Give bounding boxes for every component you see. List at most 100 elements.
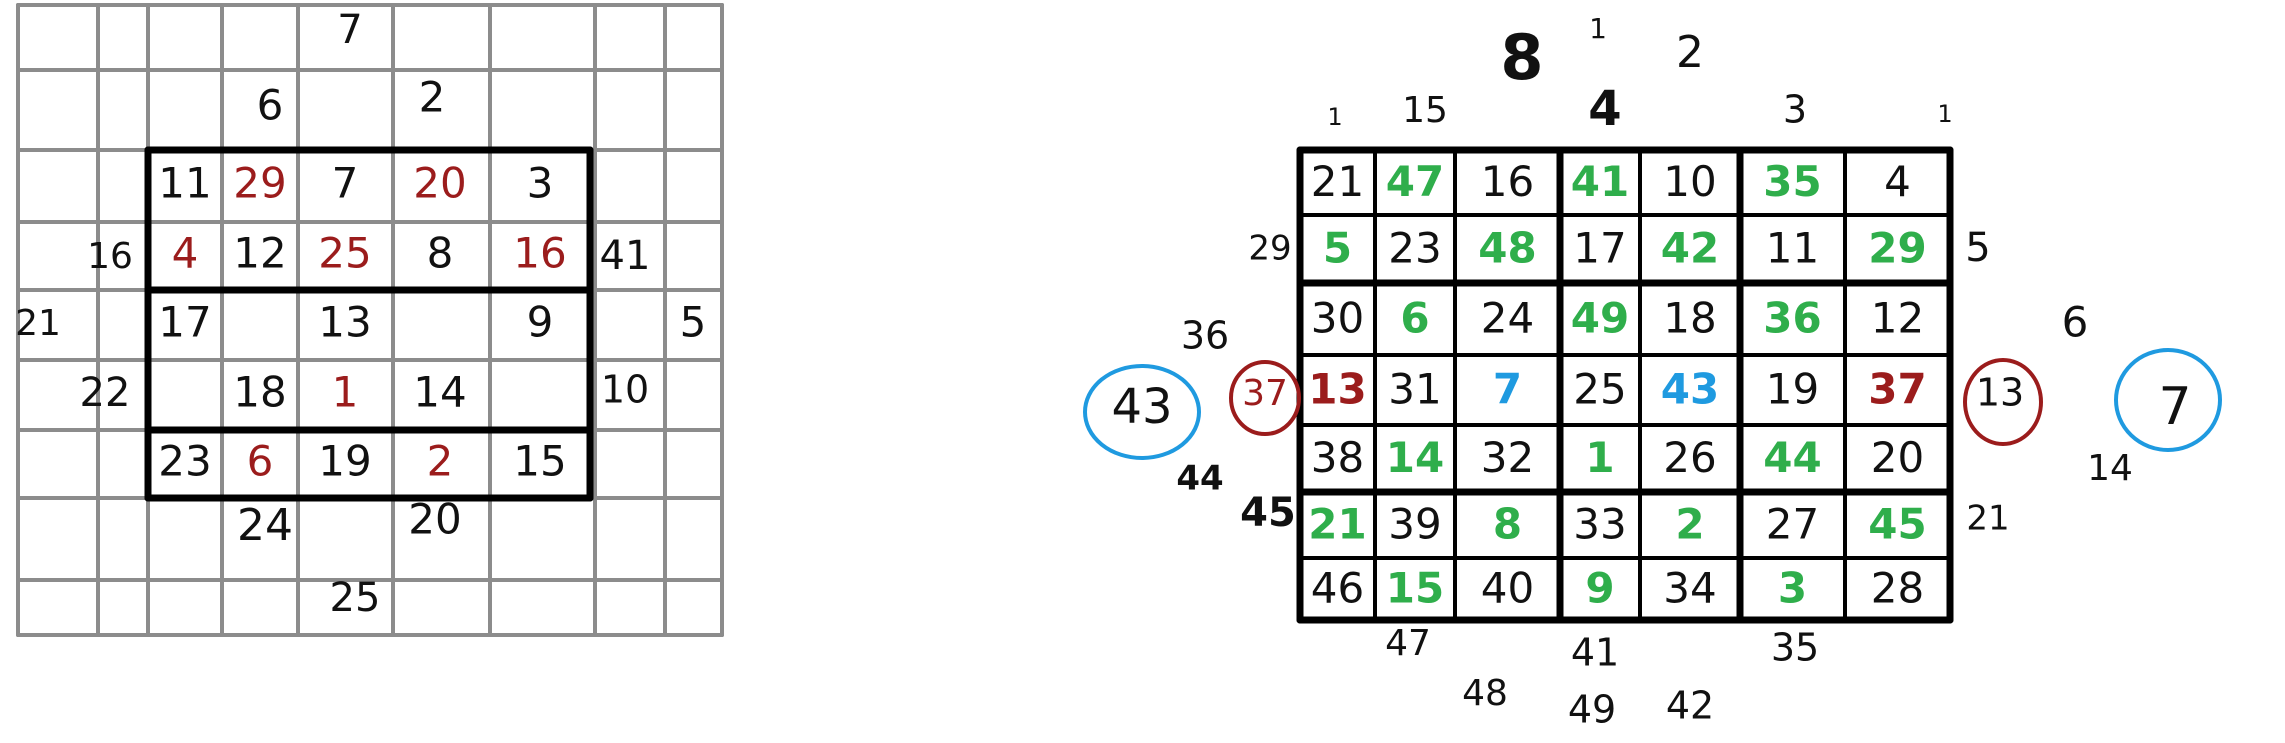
left-cell-value: 29 (233, 159, 286, 208)
right-cell-value: 16 (1481, 157, 1534, 206)
right-cell-value: 40 (1481, 564, 1534, 613)
right-cell-value: 49 (1571, 294, 1629, 343)
right-cell-value: 39 (1388, 500, 1441, 549)
right-left-clue: 37 (1242, 373, 1288, 414)
right-cell-value: 42 (1661, 224, 1719, 273)
right-bottom-clue: 48 (1462, 673, 1508, 714)
right-bottom-clue: 35 (1771, 626, 1819, 670)
right-cell-value: 1 (1585, 433, 1614, 482)
left-cell-value: 20 (413, 159, 466, 208)
right-cell-value: 8 (1493, 500, 1522, 549)
right-cell-value: 47 (1386, 157, 1444, 206)
right-cell-value: 20 (1871, 433, 1924, 482)
right-cell-value: 44 (1763, 433, 1821, 482)
left-cell-value: 25 (318, 229, 371, 278)
left-cell-value: 9 (527, 298, 554, 347)
right-cell-value: 14 (1386, 433, 1444, 482)
right-cell-value: 7 (1493, 365, 1522, 414)
right-bottom-clue: 47 (1385, 623, 1431, 664)
left-cell-value: 18 (233, 368, 286, 417)
left-cell-value: 14 (413, 368, 466, 417)
right-cell-value: 46 (1311, 564, 1364, 613)
left-cell-value: 7 (332, 159, 359, 208)
right-cell-value: 41 (1571, 157, 1629, 206)
right-left-circle (1083, 364, 1201, 460)
right-cell-value: 25 (1573, 365, 1626, 414)
right-cell-value: 3 (1778, 564, 1807, 613)
left-cell-value: 19 (318, 437, 371, 486)
right-cell-value: 4 (1884, 157, 1911, 206)
right-cell-value: 30 (1311, 294, 1364, 343)
right-cell-value: 12 (1871, 294, 1924, 343)
right-left-clue: 36 (1181, 314, 1229, 358)
right-cell-value: 11 (1766, 224, 1819, 273)
left-side-clue: 21 (15, 303, 61, 344)
right-cell-value: 43 (1661, 365, 1719, 414)
right-top-clue: 1 (1589, 12, 1607, 45)
right-cell-value: 45 (1868, 500, 1926, 549)
right-cell-value: 35 (1763, 157, 1821, 206)
right-top-clue: 1 (1937, 100, 1952, 128)
right-right-clue: 14 (2087, 448, 2133, 489)
right-right-circle (2114, 348, 2222, 452)
left-bottom-clue: 25 (330, 575, 381, 621)
left-bottom-clue: 20 (408, 495, 461, 544)
right-right-clue: 6 (2062, 298, 2089, 347)
right-cell-value: 36 (1763, 294, 1821, 343)
left-cell-value: 11 (158, 159, 211, 208)
left-side-clue: 5 (680, 298, 707, 347)
left-cell-value: 3 (527, 159, 554, 208)
left-cell-value: 4 (172, 229, 199, 278)
right-bottom-clue: 42 (1666, 684, 1714, 728)
right-left-clue: 43 (1111, 379, 1172, 435)
left-side-clue: 16 (87, 236, 133, 277)
right-cell-value: 33 (1573, 500, 1626, 549)
right-cell-value: 32 (1481, 433, 1534, 482)
right-cell-value: 21 (1311, 157, 1364, 206)
left-top-clue: 2 (419, 73, 446, 122)
right-right-clue: 7 (2158, 377, 2191, 437)
right-cell-value: 19 (1766, 365, 1819, 414)
right-right-clue: 21 (1966, 499, 2009, 539)
left-cell-value: 23 (158, 437, 211, 486)
left-cell-value: 13 (318, 298, 371, 347)
right-cell-value: 2 (1675, 500, 1704, 549)
right-top-clue: 8 (1500, 21, 1543, 94)
right-cell-value: 27 (1766, 500, 1819, 549)
right-left-clue: 44 (1176, 459, 1223, 499)
right-right-clue: 13 (1976, 371, 2024, 415)
right-top-clue: 15 (1402, 90, 1448, 131)
left-bottom-clue: 24 (237, 500, 293, 551)
right-cell-value: 28 (1871, 564, 1924, 613)
right-top-clue: 4 (1588, 81, 1621, 137)
left-cell-value: 17 (158, 298, 211, 347)
right-cell-value: 17 (1573, 224, 1626, 273)
left-cell-value: 8 (427, 229, 454, 278)
right-cell-value: 21 (1308, 500, 1366, 549)
left-cell-value: 2 (427, 437, 454, 486)
right-cell-value: 29 (1868, 224, 1926, 273)
right-cell-value: 31 (1388, 365, 1441, 414)
right-cell-value: 18 (1663, 294, 1716, 343)
right-cell-value: 5 (1323, 224, 1352, 273)
right-top-clue: 1 (1327, 103, 1342, 131)
right-left-circle (1229, 360, 1301, 436)
right-cell-value: 6 (1400, 294, 1429, 343)
left-cell-value: 16 (513, 229, 566, 278)
right-top-clue: 3 (1783, 88, 1807, 132)
right-cell-value: 38 (1311, 433, 1364, 482)
right-cell-value: 34 (1663, 564, 1716, 613)
left-side-clue: 10 (601, 368, 649, 412)
left-side-clue: 41 (600, 233, 651, 279)
left-top-clue: 6 (257, 81, 284, 130)
right-bottom-clue: 41 (1571, 631, 1619, 675)
left-side-clue: 22 (80, 370, 131, 416)
right-right-clue: 5 (1965, 225, 1990, 271)
right-cell-value: 26 (1663, 433, 1716, 482)
left-cell-value: 6 (247, 437, 274, 486)
right-cell-value: 24 (1481, 294, 1534, 343)
right-cell-value: 10 (1663, 157, 1716, 206)
